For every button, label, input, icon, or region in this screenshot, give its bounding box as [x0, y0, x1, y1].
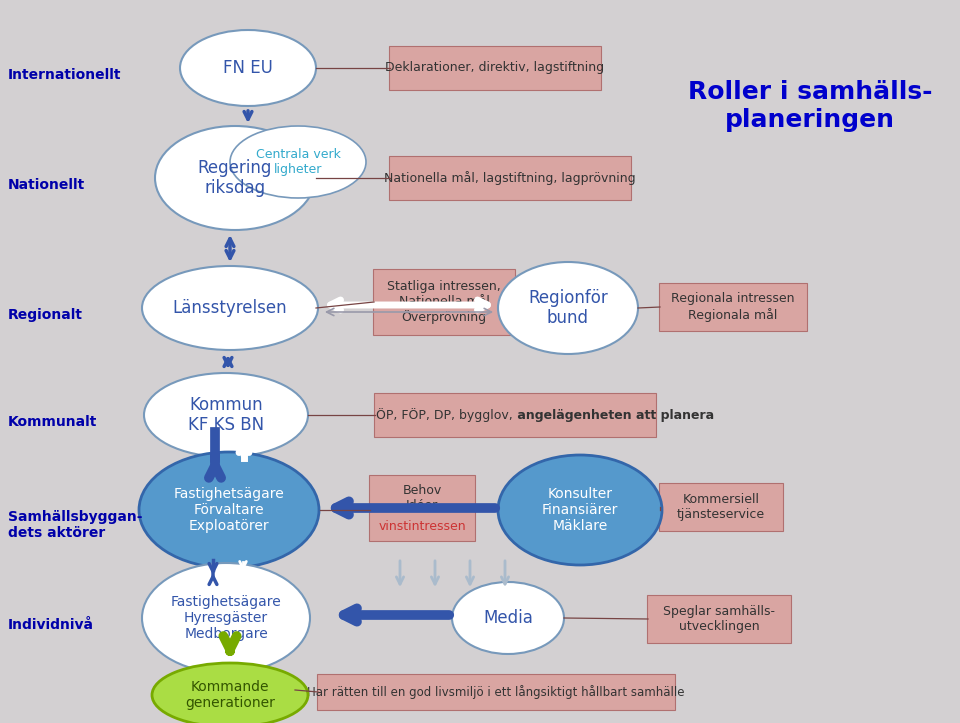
Text: Kommersiell
tjänsteservice: Kommersiell tjänsteservice [677, 493, 765, 521]
Text: Kommande
generationer: Kommande generationer [185, 680, 275, 710]
FancyBboxPatch shape [374, 393, 656, 437]
Text: Behov
Idéer: Behov Idéer [402, 484, 442, 512]
Text: Nationella mål, lagstiftning, lagprövning: Nationella mål, lagstiftning, lagprövnin… [384, 171, 636, 185]
Text: ÖP, FÖP, DP, bygglov,: ÖP, FÖP, DP, bygglov, [376, 408, 513, 422]
Text: Fastighetsägare
Förvaltare
Exploatörer: Fastighetsägare Förvaltare Exploatörer [174, 487, 284, 533]
Ellipse shape [142, 266, 318, 350]
Text: Regering
riksdag: Regering riksdag [198, 158, 273, 197]
FancyBboxPatch shape [317, 674, 675, 710]
Ellipse shape [498, 455, 662, 565]
Text: Regionför
bund: Regionför bund [528, 288, 608, 328]
Text: Regionala intressen
Regionala mål: Regionala intressen Regionala mål [671, 292, 795, 322]
Ellipse shape [180, 30, 316, 106]
Ellipse shape [144, 373, 308, 457]
Ellipse shape [142, 563, 310, 673]
FancyBboxPatch shape [389, 156, 631, 200]
Text: Har rätten till en god livsmiljö i ett långsiktigt hållbart samhälle: Har rätten till en god livsmiljö i ett l… [307, 685, 684, 699]
Text: Centrala verk
ligheter: Centrala verk ligheter [255, 148, 341, 176]
Ellipse shape [230, 126, 366, 198]
FancyBboxPatch shape [659, 483, 783, 531]
Text: Internationellt: Internationellt [8, 68, 122, 82]
Text: Fastighetsägare
Hyresgäster
Medborgare: Fastighetsägare Hyresgäster Medborgare [171, 595, 281, 641]
Text: FN EU: FN EU [223, 59, 273, 77]
FancyBboxPatch shape [389, 46, 601, 90]
FancyBboxPatch shape [659, 283, 807, 331]
Text: Kommun
KF KS BN: Kommun KF KS BN [188, 395, 264, 435]
Text: Regionalt: Regionalt [8, 308, 83, 322]
Ellipse shape [498, 262, 638, 354]
Text: Deklarationer, direktiv, lagstiftning: Deklarationer, direktiv, lagstiftning [385, 61, 605, 74]
Text: Speglar samhälls-
utvecklingen: Speglar samhälls- utvecklingen [663, 605, 775, 633]
Text: Samhällsbyggan-
dets aktörer: Samhällsbyggan- dets aktörer [8, 510, 142, 540]
Ellipse shape [155, 126, 315, 230]
FancyBboxPatch shape [369, 475, 475, 541]
Text: Individnivå: Individnivå [8, 618, 94, 632]
Ellipse shape [452, 582, 564, 654]
Text: Roller i samhälls-
planeringen: Roller i samhälls- planeringen [687, 80, 932, 132]
FancyBboxPatch shape [647, 595, 791, 643]
Ellipse shape [152, 663, 308, 723]
Text: Statliga intressen,
Nationella mål
Överprövning: Statliga intressen, Nationella mål Överp… [387, 280, 501, 324]
Text: Länsstyrelsen: Länsstyrelsen [173, 299, 287, 317]
Ellipse shape [139, 452, 319, 568]
Text: Media: Media [483, 609, 533, 627]
Text: Kommunalt: Kommunalt [8, 415, 97, 429]
Text: Konsulter
Finansiärer
Mäklare: Konsulter Finansiärer Mäklare [541, 487, 618, 533]
FancyBboxPatch shape [373, 269, 515, 335]
Text: Nationellt: Nationellt [8, 178, 85, 192]
Text: vinstintressen: vinstintressen [378, 520, 466, 533]
Text: angelägenheten att planera: angelägenheten att planera [513, 408, 714, 422]
